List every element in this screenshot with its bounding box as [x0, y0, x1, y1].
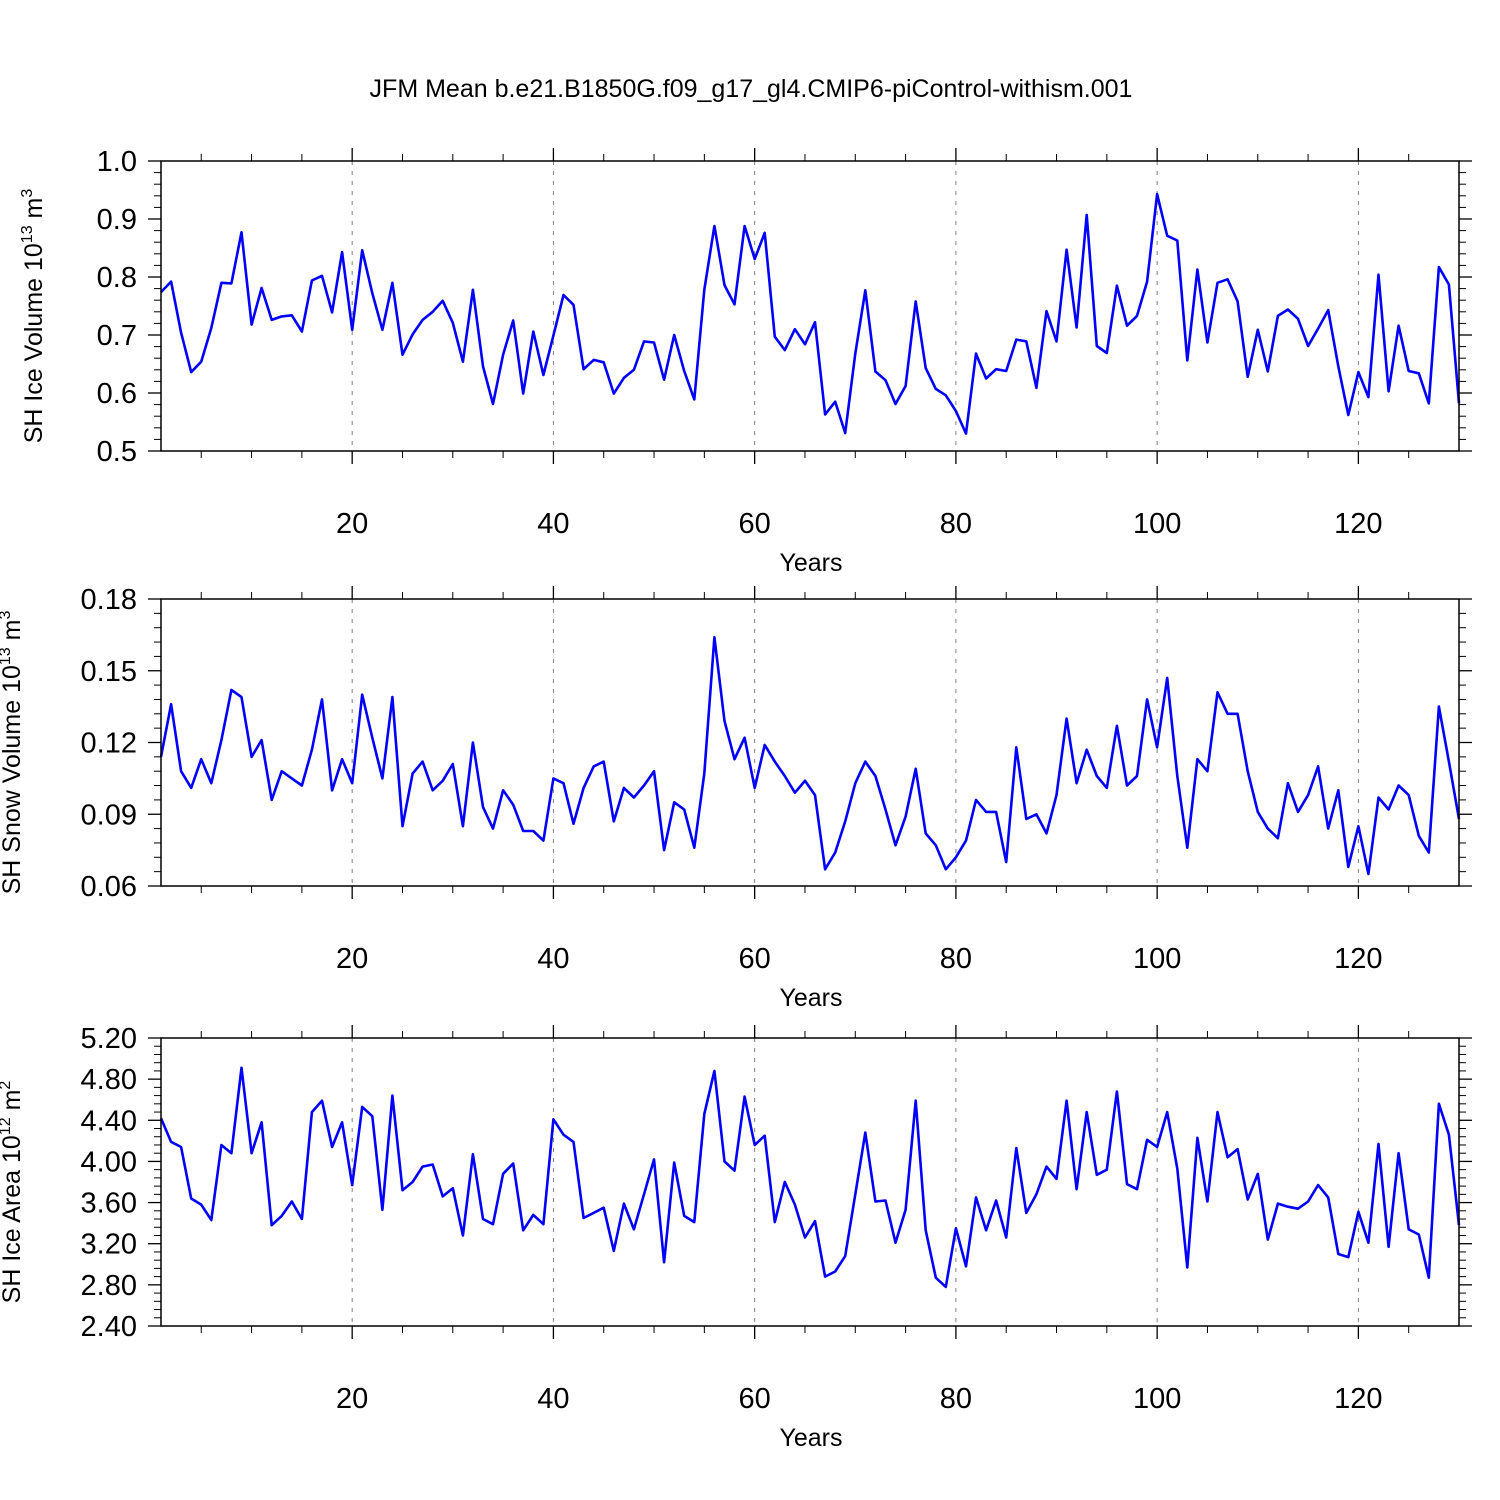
y-axis-title-text: SH Snow Volume 10 — [0, 665, 26, 894]
y-axis-title-unit: m — [20, 198, 48, 226]
x-tick-label: 60 — [739, 1383, 771, 1415]
x-tick-label: 40 — [537, 508, 569, 540]
y-axis-title-unit-exp: 3 — [0, 611, 14, 620]
x-tick-label: 40 — [537, 1383, 569, 1415]
y-tick-label: 5.20 — [81, 1023, 137, 1055]
y-tick-label: 3.60 — [81, 1188, 137, 1220]
y-axis-title-exp: 13 — [19, 225, 36, 243]
y-axis-title: SH Snow Volume 1013 m3 — [0, 611, 26, 895]
x-tick-label: 120 — [1334, 508, 1382, 540]
y-axis-title-unit: m — [0, 620, 26, 648]
x-tick-label: 120 — [1334, 1383, 1382, 1415]
series-line — [159, 1066, 1461, 1289]
y-tick-label: 4.40 — [81, 1105, 137, 1137]
y-axis-title: SH Ice Area 1012 m2 — [0, 1081, 26, 1304]
series-line — [159, 635, 1461, 876]
y-tick-label: 0.9 — [97, 204, 137, 236]
y-tick-label: 0.5 — [97, 436, 137, 468]
y-axis-title-unit: m — [0, 1090, 26, 1118]
y-axis-title-unit-exp: 2 — [0, 1081, 14, 1090]
y-tick-label: 0.7 — [97, 320, 137, 352]
x-tick-label: 120 — [1334, 943, 1382, 975]
panel-ice-area: 2.40 2.80 3.20 3.60 4.00 4.40 4.80 5.20 20 40 60 80… — [0, 1023, 1472, 1452]
x-tick-label: 100 — [1133, 508, 1181, 540]
y-tick-label: 0.6 — [97, 378, 137, 410]
x-tick-label: 100 — [1133, 1383, 1181, 1415]
series-line — [160, 192, 1461, 435]
plot-frame — [160, 1037, 1460, 1327]
x-tick-label: 20 — [336, 943, 368, 975]
x-tick-label: 40 — [537, 943, 569, 975]
y-tick-label: 2.80 — [81, 1270, 137, 1302]
y-axis-title-text: SH Ice Area 10 — [0, 1135, 26, 1303]
y-tick-label: 2.40 — [81, 1311, 137, 1343]
x-tick-label: 80 — [940, 1383, 972, 1415]
y-tick-label: 0.15 — [81, 656, 137, 688]
x-tick-label: 80 — [940, 943, 972, 975]
y-tick-label: 0.06 — [81, 871, 137, 903]
x-tick-label: 60 — [739, 508, 771, 540]
x-tick-label: 20 — [336, 508, 368, 540]
x-tick-label: 100 — [1133, 943, 1181, 975]
y-axis-title-exp: 12 — [0, 1117, 14, 1135]
y-tick-label: 0.12 — [81, 728, 137, 760]
y-tick-label: 0.8 — [97, 262, 137, 294]
chart-title: JFM Mean b.e21.B1850G.f09_g17_gl4.CMIP6-… — [370, 75, 1133, 103]
y-tick-label: 0.18 — [81, 584, 137, 616]
y-tick-label: 4.80 — [81, 1064, 137, 1096]
x-tick-label: 20 — [336, 1383, 368, 1415]
plot-frame — [160, 598, 1460, 887]
y-tick-label: 1.0 — [97, 146, 137, 178]
y-tick-label: 3.20 — [81, 1229, 137, 1261]
y-axis-title-unit-exp: 3 — [19, 189, 36, 198]
y-tick-label: 0.09 — [81, 799, 137, 831]
y-axis-title-text: SH Ice Volume 10 — [20, 243, 48, 443]
x-axis-title: Years — [779, 1424, 842, 1452]
x-tick-label: 60 — [739, 943, 771, 975]
x-axis-title: Years — [779, 549, 842, 577]
panel-snow-volume: 0.06 0.09 0.12 0.15 0.18 20 40 60 80 100 120 Years S… — [0, 584, 1472, 1012]
x-tick-label: 80 — [940, 508, 972, 540]
y-axis-title-exp: 13 — [0, 647, 14, 665]
x-axis-title: Years — [779, 984, 842, 1012]
y-axis-title: SH Ice Volume 1013 m3 — [19, 189, 48, 444]
panel-ice-volume: 0.5 0.6 0.7 0.8 0.9 1.0 20 40 60 80 100 120 Years SH … — [19, 146, 1472, 577]
y-tick-label: 4.00 — [81, 1146, 137, 1178]
plot-frame — [160, 160, 1460, 452]
